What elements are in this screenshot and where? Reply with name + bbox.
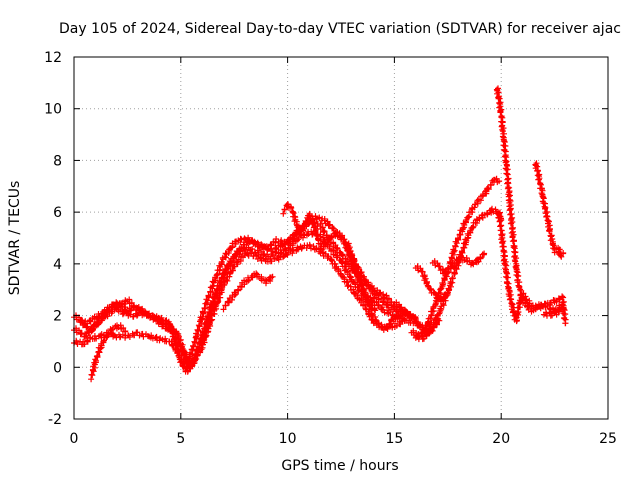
data-point-markers (408, 175, 503, 340)
series-sat-m (532, 160, 567, 260)
y-tick-label: 8 (53, 153, 62, 169)
series-sat-h (344, 240, 415, 331)
y-axis-label: SDTVAR / TECUs (7, 181, 23, 296)
series-sat-e (88, 322, 129, 383)
y-tick-label: -2 (48, 412, 62, 428)
y-tick-label: 10 (44, 102, 62, 118)
data-point-markers (532, 160, 567, 260)
x-axis-label: GPS time / hours (281, 458, 398, 474)
series-sat-d (71, 241, 441, 371)
x-tick-label: 25 (599, 431, 617, 447)
x-tick-label: 10 (279, 431, 297, 447)
x-tick-label: 0 (70, 431, 79, 447)
data-point-markers (220, 270, 276, 313)
data-point-markers (344, 240, 415, 331)
data-point-markers (391, 299, 443, 338)
series-sat-l (493, 85, 567, 318)
data-point-markers (71, 241, 441, 371)
plot-frame (73, 56, 609, 420)
chart-title: Day 105 of 2024, Sidereal Day-to-day VTE… (59, 21, 621, 37)
axis-ticks: 0 5 10 15 20 25 -2 0 2 4 6 8 10 12 (44, 50, 617, 447)
y-tick-label: 6 (53, 205, 62, 221)
data-point-markers (88, 322, 129, 383)
x-tick-label: 15 (385, 431, 403, 447)
data-points (71, 85, 569, 383)
data-point-markers (412, 263, 451, 305)
y-tick-label: 12 (44, 50, 62, 66)
y-tick-label: 0 (53, 360, 62, 376)
x-tick-label: 5 (176, 431, 185, 447)
y-tick-label: 2 (53, 309, 62, 325)
series-sat-o (412, 263, 451, 305)
series-sat-q (391, 299, 443, 338)
data-point-markers (540, 298, 569, 327)
data-point-markers (493, 85, 567, 318)
series-sat-p (540, 298, 569, 327)
x-tick-label: 20 (492, 431, 510, 447)
y-tick-label: 4 (53, 257, 62, 273)
series-sat-g (220, 270, 276, 313)
series-sat-j (408, 175, 503, 340)
data-point-markers (429, 250, 488, 277)
series-sat-n (429, 250, 488, 277)
